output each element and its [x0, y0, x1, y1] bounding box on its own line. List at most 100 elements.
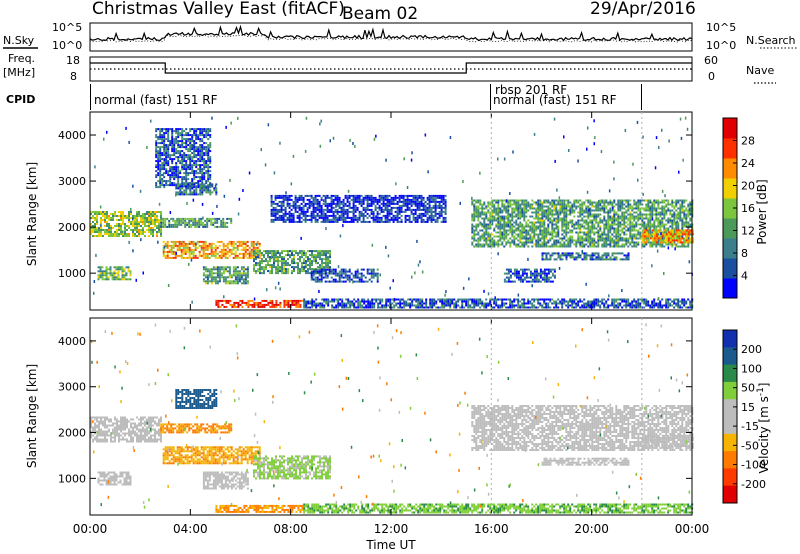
echo-pixel: [94, 231, 96, 233]
echo-pixel: [356, 208, 359, 211]
echo-pixel: [171, 166, 174, 169]
echo-pixel: [297, 299, 300, 302]
echo-pixel: [92, 225, 94, 227]
echo-pixel: [547, 245, 550, 248]
echo-pixel: [549, 217, 552, 220]
echo-pixel: [132, 223, 134, 225]
echo-pixel: [350, 194, 353, 197]
echo-pixel: [368, 196, 371, 199]
echo-pixel: [633, 306, 636, 309]
echo-pixel: [171, 158, 174, 161]
echo-pixel: [100, 227, 102, 229]
echo-pixel: [109, 270, 112, 273]
echo-pixel: [336, 212, 339, 215]
echo-pixel: [319, 254, 321, 257]
echo-pixel: [226, 282, 229, 285]
echo-pixel: [440, 212, 443, 215]
echo-pixel: [178, 219, 181, 222]
echo-pixel: [569, 243, 572, 246]
echo-pixel: [436, 200, 439, 203]
echo-pixel: [569, 209, 572, 212]
echo-pixel: [404, 204, 407, 207]
echo-pixel: [209, 193, 212, 196]
echo-pixel: [204, 282, 207, 285]
echo-pixel: [416, 218, 419, 221]
echo-pixel: [164, 221, 167, 224]
echo-pixel: [442, 216, 445, 219]
echo-pixel: [288, 214, 291, 217]
echo-pixel: [214, 254, 217, 257]
echo-pixel: [577, 233, 580, 236]
echo-pixel: [176, 240, 179, 243]
echo-pixel: [263, 254, 265, 257]
echo-pixel: [250, 248, 253, 251]
echo-pixel: [589, 306, 592, 309]
echo-pixel: [589, 304, 592, 307]
echo-pixel: [300, 212, 303, 215]
echo-pixel: [509, 223, 512, 226]
echo-pixel: [440, 200, 443, 203]
echo-pixel: [220, 248, 223, 251]
echo-pixel: [619, 304, 622, 307]
echo-pixel: [477, 300, 480, 303]
echo-pixel: [503, 205, 506, 208]
echo-pixel: [513, 215, 516, 218]
echo-pixel: [358, 200, 361, 203]
echo-pixel: [177, 178, 180, 181]
echo-pixel: [505, 233, 508, 236]
echo-pixel: [297, 262, 299, 265]
echo-pixel: [183, 176, 186, 179]
echo-pixel: [577, 223, 580, 226]
echo-pixel: [551, 199, 554, 202]
echo-pixel: [130, 213, 132, 215]
echo-pixel: [379, 298, 382, 301]
echo-pixel: [295, 252, 297, 255]
echo-pixel: [571, 235, 574, 238]
echo-pixel: [319, 302, 322, 305]
echo-pixel: [92, 221, 94, 223]
echo-pixel: [171, 140, 174, 143]
echo-pixel: [659, 302, 662, 305]
echo-pixel: [330, 220, 333, 223]
echo-pixel: [318, 278, 321, 281]
echo-pixel: [487, 211, 490, 214]
echo-pixel: [189, 128, 192, 131]
noise-tick-bottom-right: 10^0: [706, 39, 736, 52]
echo-pixel: [127, 278, 130, 281]
echo-pixel: [374, 272, 377, 275]
echo-pixel: [525, 223, 528, 226]
echo-pixel: [346, 276, 349, 279]
echo-pixel: [436, 204, 439, 207]
echo-pixel: [220, 268, 223, 271]
echo-pixel: [334, 220, 337, 223]
echo-pixel: [152, 221, 154, 223]
echo-pixel: [300, 198, 303, 201]
echo-pixel: [481, 229, 484, 232]
echo-pixel: [641, 300, 644, 303]
echo-pixel: [651, 306, 654, 309]
echo-pixel: [386, 194, 389, 197]
echo-pixel: [525, 199, 528, 202]
echo-pixel: [555, 205, 558, 208]
echo-pixel: [195, 166, 198, 169]
echo-pixel: [181, 156, 184, 159]
echo-pixel: [461, 306, 464, 309]
echo-pixel: [416, 194, 419, 197]
echo-pixel: [331, 304, 334, 307]
echo-pixel: [287, 258, 289, 261]
echo-pixel: [352, 212, 355, 215]
echo-pixel: [581, 205, 584, 208]
echo-pixel: [455, 304, 458, 307]
echo-pixel: [319, 266, 321, 269]
echo-pixel: [557, 302, 560, 305]
echo-pixel: [314, 198, 317, 201]
echo-pixel: [210, 282, 213, 285]
echo-pixel: [428, 204, 431, 207]
echo-pixel: [197, 164, 200, 167]
echo-pixel: [113, 278, 116, 281]
echo-pixel: [234, 250, 237, 253]
echo-pixel: [471, 298, 474, 301]
echo-pixel: [495, 217, 498, 220]
echo-pixel: [489, 241, 492, 244]
echo-pixel: [577, 227, 580, 230]
